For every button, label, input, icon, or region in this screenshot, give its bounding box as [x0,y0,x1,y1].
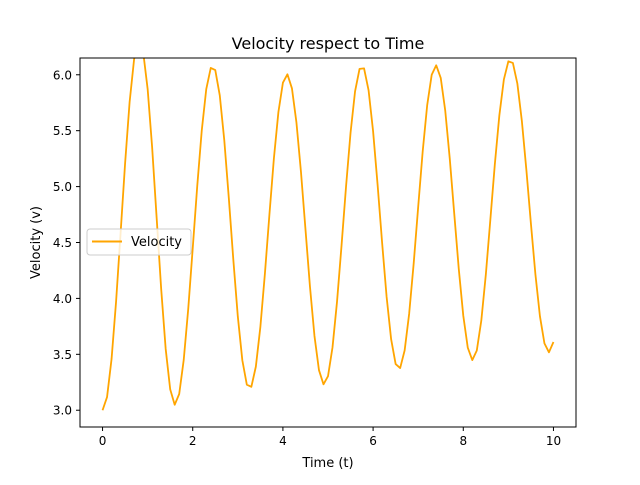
y-tick-label: 3.5 [53,348,72,362]
y-tick-label: 4.5 [53,236,72,250]
y-axis-ticks: 3.0 3.5 4.0 4.5 5.0 5.5 6.0 [53,68,80,418]
y-tick-label: 5.5 [53,124,72,138]
x-tick-label: 0 [99,434,107,448]
legend-label-velocity: Velocity [131,235,182,250]
x-tick-label: 10 [546,434,561,448]
x-tick-label: 4 [279,434,287,448]
x-axis-label: Time (t) [301,456,353,471]
axes-frame [79,57,577,428]
series-line-velocity [101,58,555,411]
legend: Velocity [86,228,192,256]
plot-area [101,58,555,411]
y-axis-label: Velocity (v) [29,206,44,279]
y-tick-label: 4.0 [53,292,72,306]
y-tick-label: 6.0 [53,68,72,82]
y-tick-label: 3.0 [53,404,72,418]
x-tick-label: 2 [189,434,197,448]
x-tick-label: 8 [459,434,467,448]
x-tick-label: 6 [369,434,377,448]
legend-box [86,228,192,256]
y-tick-label: 5.0 [53,180,72,194]
chart-title: Velocity respect to Time [232,34,425,53]
x-axis-ticks: 0 2 4 6 8 10 [99,427,561,448]
